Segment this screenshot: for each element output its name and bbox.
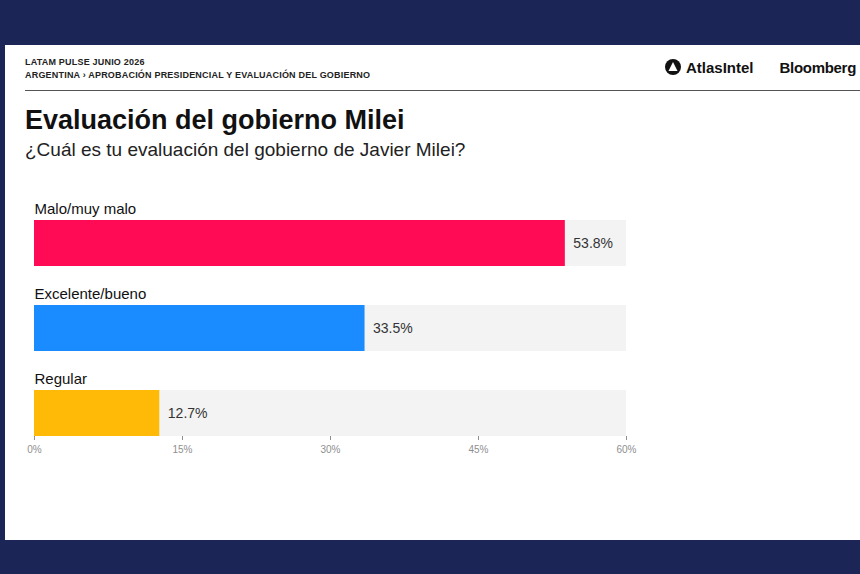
html-text:LATAM PULSE JUNIO 2026: LATAM PULSE JUNIO 2026: [25, 57, 145, 67]
html-text:AtlasIntel: AtlasIntel: [686, 58, 754, 76]
html-text:Bloomberg: Bloomberg: [779, 58, 856, 76]
html-text:ARGENTINA › APROBACIÓN PRESIDE: ARGENTINA › APROBACIÓN PRESIDENCIAL Y EV…: [25, 70, 371, 80]
svg-text:Regular: Regular: [35, 370, 88, 387]
svg-text:33.5%: 33.5%: [373, 320, 413, 336]
html-text:Evaluación del gobierno Milei: Evaluación del gobierno Milei: [25, 105, 405, 135]
svg-text:30%: 30%: [320, 444, 340, 455]
svg-text:0%: 0%: [27, 444, 42, 455]
svg-text:Malo/muy malo: Malo/muy malo: [35, 200, 137, 217]
html-text:¿Cuál es tu evaluación del gob: ¿Cuál es tu evaluación del gobierno de J…: [25, 139, 466, 160]
svg-text:60%: 60%: [616, 444, 636, 455]
svg-text:45%: 45%: [468, 444, 488, 455]
svg-text:Excelente/bueno: Excelente/bueno: [35, 285, 147, 302]
svg-text:12.7%: 12.7%: [168, 405, 208, 421]
svg-text:15%: 15%: [172, 444, 192, 455]
svg-text:53.8%: 53.8%: [573, 235, 613, 251]
